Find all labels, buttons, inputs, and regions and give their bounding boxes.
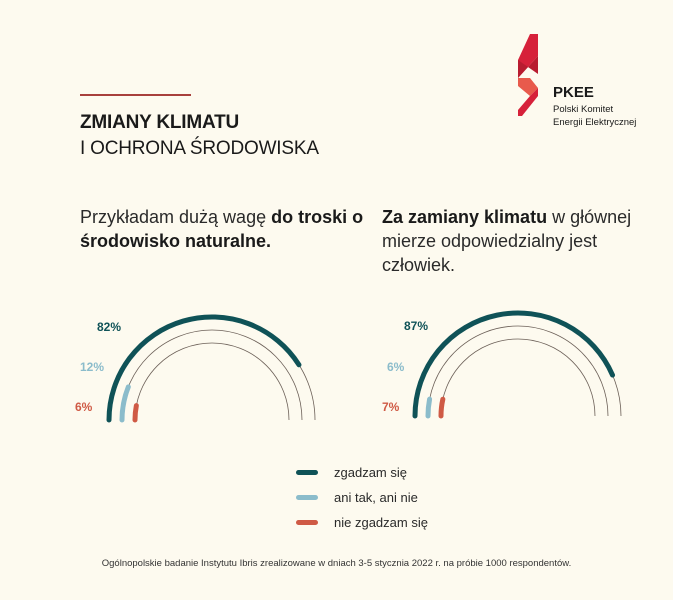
chart2-bar-nie-zgadzam-si-	[438, 396, 446, 419]
chart2-track-2	[440, 338, 596, 417]
legend-item-disagree: nie zgadzam się	[296, 510, 428, 535]
question-1: Przykładam dużą wagę do troski o środowi…	[80, 205, 370, 253]
logo-subtitle-line2: Energii Elektrycznej	[553, 117, 637, 128]
legend-item-neutral: ani tak, ani nie	[296, 485, 428, 510]
chart2-track-1	[427, 325, 609, 417]
legend-label: zgadzam się	[334, 465, 407, 480]
chart2-disagree-pct: 7%	[382, 400, 400, 414]
chart2-track-0	[414, 312, 622, 417]
chart2-bar-zgadzam-si-	[412, 310, 616, 419]
chart1-disagree-pct: 6%	[75, 400, 93, 414]
chart1-bar-ani-tak-ani-nie	[119, 384, 131, 423]
chart1-bar-nie-zgadzam-si-	[132, 403, 139, 423]
chart1-track-1	[121, 329, 303, 421]
logo-name: PKEE	[553, 84, 594, 101]
legend: zgadzam się ani tak, ani nie nie zgadzam…	[296, 460, 428, 535]
page-subtitle: I OCHRONA ŚRODOWISKA	[80, 138, 319, 159]
chart1-track-2	[134, 342, 290, 421]
logo-subtitle: Polski Komitet Energii Elektrycznej	[553, 103, 636, 129]
legend-swatch-neutral	[296, 495, 318, 500]
legend-label: nie zgadzam się	[334, 515, 428, 530]
pkee-logo-icon	[518, 34, 538, 116]
question-2-bold: Za zamiany klimatu	[382, 207, 548, 227]
chart1-neutral-pct: 12%	[80, 360, 105, 374]
legend-swatch-disagree	[296, 520, 318, 525]
accent-line	[80, 94, 191, 96]
question-1-bold: do troski o środowisko naturalne.	[80, 207, 364, 251]
legend-item-agree: zgadzam się	[296, 460, 428, 485]
question-2: Za zamiany klimatu w głównej mierze odpo…	[382, 205, 652, 277]
chart2-bar-ani-tak-ani-nie	[425, 396, 433, 419]
question-2-text: w głównej mierze odpowiedzialny jest czł…	[382, 207, 632, 275]
chart2-agree-pct: 87%	[404, 319, 429, 333]
question-1-text: Przykładam dużą wagę	[80, 207, 272, 227]
footer-note: Ogólnopolskie badanie Instytutu Ibris zr…	[101, 558, 572, 569]
page-title: ZMIANY KLIMATU	[80, 112, 240, 133]
chart2-neutral-pct: 6%	[387, 360, 405, 374]
chart1-track-0	[108, 316, 316, 421]
legend-label: ani tak, ani nie	[334, 490, 418, 505]
chart1-bar-zgadzam-si-	[106, 314, 302, 423]
chart1-agree-pct: 82%	[97, 320, 122, 334]
legend-swatch-agree	[296, 470, 318, 475]
logo-subtitle-line1: Polski Komitet	[553, 104, 614, 115]
